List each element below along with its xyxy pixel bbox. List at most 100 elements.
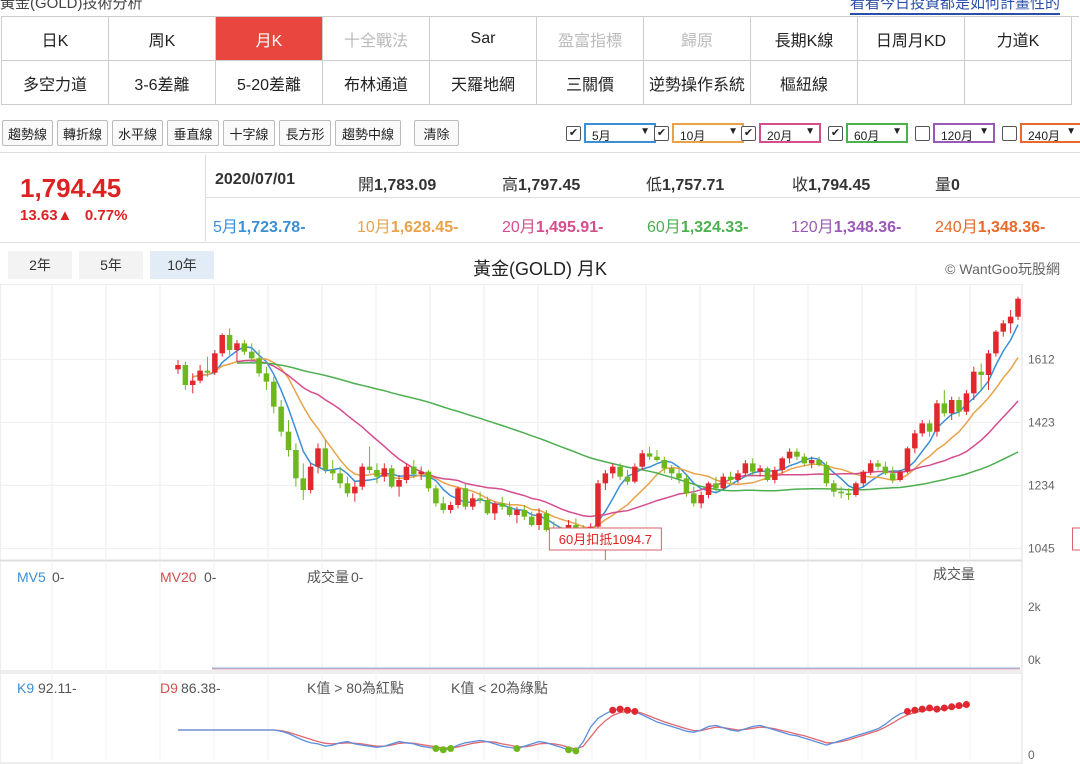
top-right-link[interactable]: 看看今日投資都是如何計畫性的 (849, 0, 1060, 15)
ma-select[interactable]: 60月 ▼ (846, 123, 908, 143)
draw-tool-button[interactable]: 十字線 (223, 120, 275, 146)
ma-value: 20月1,495.91- (502, 213, 603, 237)
tab-9[interactable]: 日周月KD (858, 17, 965, 61)
tab-8[interactable]: 長期K線 (751, 17, 858, 61)
candle-body (492, 503, 498, 514)
ma-checkbox[interactable]: ✔ (741, 126, 756, 141)
price-chart[interactable]: 1612 1423 1234 1045 60月扣抵1094.7 20月扣抵1276.7 MV… (0, 284, 1080, 764)
tab-10[interactable]: 力道K (965, 17, 1072, 61)
candle-body (425, 471, 432, 489)
ma-value-number: 1,723.78- (237, 219, 306, 236)
quote-low: 低1,757.71 (646, 177, 725, 194)
last-price: 1,794.45 (20, 173, 122, 203)
candle-body (359, 466, 365, 487)
ma-select-label: 240月 (1028, 129, 1061, 143)
tab-1[interactable]: 日K (2, 17, 109, 61)
draw-tool-button[interactable]: 水平線 (112, 120, 163, 146)
candle-body (175, 365, 181, 370)
candle-body (786, 451, 793, 459)
candle-body (779, 458, 785, 470)
d-value: 86.38- (181, 680, 221, 696)
tab-5[interactable]: Sar (430, 17, 537, 61)
ma-select[interactable]: 120月 ▼ (933, 123, 995, 143)
tab-7: 歸原 (644, 17, 751, 61)
tab-7[interactable]: 逆勢操作系統 (644, 61, 751, 105)
candle-body (499, 503, 505, 507)
candle-body (455, 488, 461, 505)
tab-5[interactable]: 天羅地網 (430, 61, 537, 105)
candle-body (838, 491, 844, 494)
ma-select[interactable]: 10月 ▼ (672, 123, 744, 143)
kd-red-dot (903, 707, 911, 715)
candle-body (271, 381, 277, 407)
ma-value-label: 10月 (357, 219, 391, 236)
ma-select[interactable]: 240月 ▼ (1020, 123, 1080, 143)
tab-4: 十全戰法 (323, 17, 430, 61)
candle-body (182, 365, 189, 385)
draw-tool-button[interactable]: 趨勢線 (2, 120, 53, 146)
ma-select[interactable]: 20月 ▼ (759, 123, 821, 143)
tab-2[interactable]: 周K (109, 17, 216, 61)
candle-body (1015, 298, 1021, 317)
tab-6[interactable]: 三關價 (537, 61, 644, 105)
top-left-text: 黃金(GOLD)技術分析 (0, 0, 143, 12)
candle-body (853, 483, 859, 495)
kd-red-dot (918, 705, 926, 713)
price-box: 1,794.45 13.63▲ 0.77% (0, 155, 206, 241)
range-button[interactable]: 5年 (79, 251, 143, 279)
draw-tool-button[interactable]: 趨勢中線 (335, 120, 401, 146)
range-button[interactable]: 10年 (150, 251, 214, 279)
tab-4[interactable]: 布林通道 (323, 61, 430, 105)
ma-checkbox[interactable]: ✔ (566, 126, 581, 141)
kd-note-red: K值 > 80為紅點 (307, 680, 404, 696)
clear-button[interactable]: 清除 (414, 120, 459, 146)
kd-red-dot (926, 704, 934, 712)
kd-red-dot (955, 702, 963, 710)
mv20-value: 0- (204, 569, 217, 585)
chart-title: 黃金(GOLD) 月K (472, 259, 607, 279)
dropdown-arrow-icon: ▼ (640, 126, 650, 137)
k-value: 92.11- (38, 680, 77, 696)
tabs-row-2: 多空力道 3-6差離 5-20差離 布林通道 天羅地網 三關價 逆勢操作系統 樞紐線 (2, 61, 1079, 105)
tab-8[interactable]: 樞紐線 (751, 61, 858, 105)
candle-body (536, 513, 542, 525)
tab-3[interactable]: 月K (216, 17, 323, 61)
annotation-box (1072, 527, 1080, 551)
candle-body (882, 466, 889, 474)
tab-3[interactable]: 5-20差離 (216, 61, 323, 105)
ma-value: 60月1,324.33- (647, 213, 748, 237)
k-line (178, 703, 967, 752)
candle-body (440, 503, 447, 510)
candle-body (337, 473, 343, 484)
kd-red-dot (948, 703, 956, 711)
ma-value-number: 1,324.33- (680, 219, 749, 236)
draw-tool-button[interactable]: 垂直線 (167, 120, 219, 146)
candle-body (411, 466, 417, 474)
ma-checkbox[interactable] (915, 126, 930, 141)
tab-2[interactable]: 3-6差離 (109, 61, 216, 105)
y-tick-label: 1045 (1028, 541, 1055, 555)
candle-body (794, 451, 800, 457)
ma-value-label: 120月 (791, 219, 834, 236)
ma-checkbox[interactable] (1002, 126, 1017, 141)
ma-select[interactable]: 5月 ▼ (584, 123, 656, 143)
candle-body (315, 448, 321, 467)
dropdown-arrow-icon: ▼ (979, 126, 989, 137)
range-button[interactable]: 2年 (8, 251, 72, 279)
ma-checkbox[interactable]: ✔ (654, 126, 669, 141)
candle-body (919, 423, 925, 434)
candle-body (691, 493, 697, 504)
candle-body (543, 513, 550, 530)
kd-green-dot (513, 745, 521, 753)
candle-body (462, 488, 469, 507)
y-tick-label: 1234 (1028, 478, 1055, 492)
ma-checkbox[interactable]: ✔ (828, 126, 843, 141)
draw-tool-button[interactable]: 長方形 (279, 120, 331, 146)
candle-body (742, 463, 749, 474)
kd-note-green: K值 < 20為綠點 (451, 680, 548, 696)
draw-tool-button[interactable]: 轉折線 (57, 120, 108, 146)
tab-1[interactable]: 多空力道 (2, 61, 109, 105)
candle-body (352, 486, 358, 494)
candle-body (941, 403, 948, 414)
kd-green-dot (572, 747, 580, 755)
